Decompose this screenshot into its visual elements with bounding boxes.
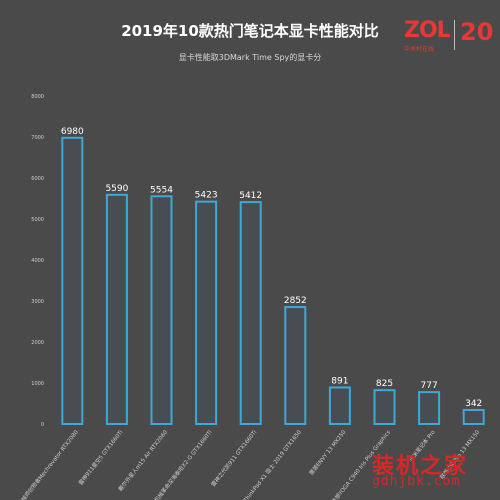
bar <box>373 389 396 425</box>
x-category-label: 雷神911星空5 GTX1660Ti <box>77 428 125 487</box>
bar-value-label: 825 <box>376 379 393 389</box>
bar <box>195 200 218 425</box>
bar-value-label: 5590 <box>105 184 128 194</box>
bar-value-label: 5423 <box>195 191 218 201</box>
x-category-label: 雷神之代凯911 GTX1660Ti <box>209 428 258 488</box>
bar-value-label: 6980 <box>61 127 84 137</box>
bar <box>284 306 307 425</box>
bar <box>328 386 351 425</box>
watermark-text: 装机之家 <box>372 453 469 479</box>
y-tick-label: 5000 <box>31 217 44 223</box>
x-category-label: 机械师创物者Mechrevator RTX2080 <box>16 428 80 500</box>
bar-value-label: 891 <box>331 376 348 386</box>
bar <box>462 408 485 425</box>
y-tick-label: 2000 <box>31 340 44 346</box>
y-tick-label: 3000 <box>31 299 44 305</box>
watermark-url: gdhjbk.com <box>372 474 461 489</box>
logo-divider <box>454 20 455 50</box>
bar-value-label: 2852 <box>284 296 307 306</box>
bar-value-label: 5554 <box>150 185 173 195</box>
bar-value-label: 5412 <box>239 191 262 201</box>
y-tick-label: 6000 <box>31 176 44 182</box>
y-tick-label: 1000 <box>31 381 44 387</box>
bar <box>61 136 84 425</box>
bar <box>239 201 262 425</box>
zol-logo-subtext: 中关村在线 <box>404 46 435 53</box>
bar <box>418 391 441 426</box>
bar-value-label: 342 <box>465 399 482 409</box>
y-tick-label: 7000 <box>31 135 44 141</box>
chart-subtitle: 显卡性能取3DMark Time Spy的显卡分 <box>178 53 322 62</box>
anniversary-logo: 20 <box>460 18 494 46</box>
y-tick-label: 0 <box>41 422 44 428</box>
x-category-label: 戴尔外星人m15 Air RTX2060 <box>116 428 169 493</box>
bar-value-label: 777 <box>421 381 438 391</box>
chart-title: 2019年10款热门笔记本显卡性能对比 <box>121 22 379 40</box>
y-tick-label: 4000 <box>31 258 44 264</box>
bar <box>150 195 173 425</box>
bar <box>105 193 128 425</box>
y-tick-label: 8000 <box>31 94 44 100</box>
zol-logo: ZOL <box>404 18 451 43</box>
x-category-label: 惠普ENVY 13 MX250 <box>307 428 348 477</box>
